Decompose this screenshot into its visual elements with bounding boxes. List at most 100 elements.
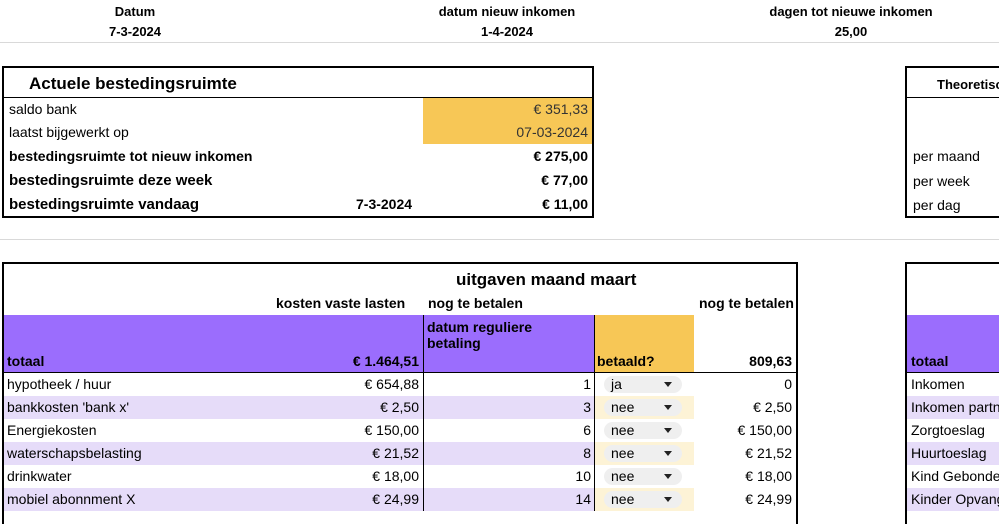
datum-value[interactable]: 7-3-2024 [108,24,162,39]
header-band-betaald [594,315,694,372]
datum-nieuw-value[interactable]: 1-4-2024 [480,24,534,39]
header-band-datum [424,315,594,372]
expense-day[interactable]: 14 [575,491,591,507]
inkomen-label: Kind Gebonden [911,468,999,484]
sheet-gridline [0,239,999,240]
inkomen-label: Kinder Opvang [911,491,999,507]
betaald-dropdown[interactable]: nee [604,422,682,439]
saldo-input-bg [423,98,592,121]
betaald-value: nee [611,422,635,438]
per-dag-label: per dag [913,197,961,213]
expense-name: Energiekosten [7,422,97,438]
col-divider [594,315,595,372]
vandaag-value[interactable]: € 11,00 [542,196,588,212]
week-value[interactable]: € 77,00 [541,172,588,188]
expense-name: hypotheek / huur [7,376,112,392]
dagen-label: dagen tot nieuwe inkomen [769,4,933,19]
col-datum-header: datum reguliere betaling [427,319,533,351]
col-divider [423,373,424,396]
tot-nieuw-value[interactable]: € 275,00 [533,148,589,164]
chevron-down-icon [664,382,672,387]
expense-name: bankkosten 'bank x' [7,399,130,415]
header-bottom-line [907,372,999,373]
row-shade [4,396,423,419]
expense-day[interactable]: 10 [575,468,591,484]
betaald-dropdown[interactable]: ja [604,376,682,393]
expense-amount[interactable]: € 150,00 [364,422,420,438]
expense-remaining: € 150,00 [737,422,793,438]
expense-day[interactable]: 6 [583,422,591,438]
row-shade [907,396,999,419]
expense-amount[interactable]: € 654,88 [364,376,420,392]
row-shade [4,488,423,511]
totaal-label: totaal [7,353,45,369]
col-divider [423,315,424,372]
col-divider [423,465,424,488]
sheet-gridline [0,42,999,43]
dagen-value[interactable]: 25,00 [834,24,868,39]
betaald-dropdown[interactable]: nee [604,468,682,485]
bijgewerkt-row: laatst bijgewerkt op 07-03-2024 [4,121,592,144]
bijgewerkt-label: laatst bijgewerkt op [9,124,129,140]
row-shade [424,396,594,419]
header-bottom-line [4,372,796,373]
expense-remaining: € 18,00 [745,468,792,484]
vandaag-label: bestedingsruimte vandaag [9,196,200,213]
saldo-label: saldo bank [9,101,77,117]
vandaag-date[interactable]: 7-3-2024 [356,196,413,212]
expense-name: waterschapsbelasting [7,445,142,461]
col-divider [423,419,424,442]
row-shade [907,488,999,511]
bijgewerkt-input-bg [423,121,592,144]
expense-amount[interactable]: € 21,52 [372,445,419,461]
col-nog1-header: nog te betalen [428,295,523,311]
title-separator [4,97,592,98]
per-week-label: per week [913,173,970,189]
uitgaven-title: uitgaven maand maart [456,270,637,289]
col-divider [594,442,595,465]
expense-remaining: € 24,99 [745,491,792,507]
chevron-down-icon [664,497,672,502]
expense-day[interactable]: 3 [583,399,591,415]
betaald-dropdown[interactable]: nee [604,491,682,508]
col-divider [594,465,595,488]
betaald-dropdown[interactable]: nee [604,445,682,462]
col-divider [594,373,595,396]
row-shade [4,442,423,465]
expense-amount[interactable]: € 18,00 [372,468,419,484]
expense-amount[interactable]: € 2,50 [380,399,419,415]
expense-day[interactable]: 1 [583,376,591,392]
week-row: bestedingsruimte deze week € 77,00 [4,169,592,192]
col-divider [423,488,424,511]
chevron-down-icon [664,474,672,479]
col-divider [594,419,595,442]
expense-name: drinkwater [7,468,72,484]
inkomen-label: Inkomen partner [911,399,999,415]
bijgewerkt-value[interactable]: 07-03-2024 [516,124,588,140]
tot-nieuw-row: bestedingsruimte tot nieuw inkomen € 275… [4,145,592,168]
betaald-dropdown[interactable]: nee [604,399,682,416]
inkomen-label: Inkomen [911,376,965,392]
inkomsten-panel: totaal Inkomen Inkomen partner Zorgtoesl… [905,262,999,524]
betaald-value: nee [611,468,635,484]
datum-label: Datum [114,4,156,19]
expense-day[interactable]: 8 [583,445,591,461]
expense-remaining: 0 [784,376,792,392]
col-nog2-header: nog te betalen [699,295,794,311]
week-label: bestedingsruimte deze week [9,172,213,189]
betaald-value: nee [611,491,635,507]
bestedingsruimte-panel: Actuele bestedingsruimte saldo bank € 35… [2,66,594,218]
col-betaald-header: betaald? [597,353,655,369]
inkomsten-totaal-label: totaal [911,353,949,369]
title-separator [907,97,999,98]
header-band-inkomsten [907,315,999,372]
expense-remaining: € 2,50 [753,399,792,415]
saldo-value[interactable]: € 351,33 [533,101,589,117]
chevron-down-icon [664,451,672,456]
col-kosten-header: kosten vaste lasten [276,295,406,311]
col-divider [423,396,424,419]
col-divider [594,396,595,419]
expense-remaining: € 21,52 [745,445,792,461]
totaal-nog-value: 809,63 [749,353,792,369]
expense-amount[interactable]: € 24,99 [372,491,419,507]
